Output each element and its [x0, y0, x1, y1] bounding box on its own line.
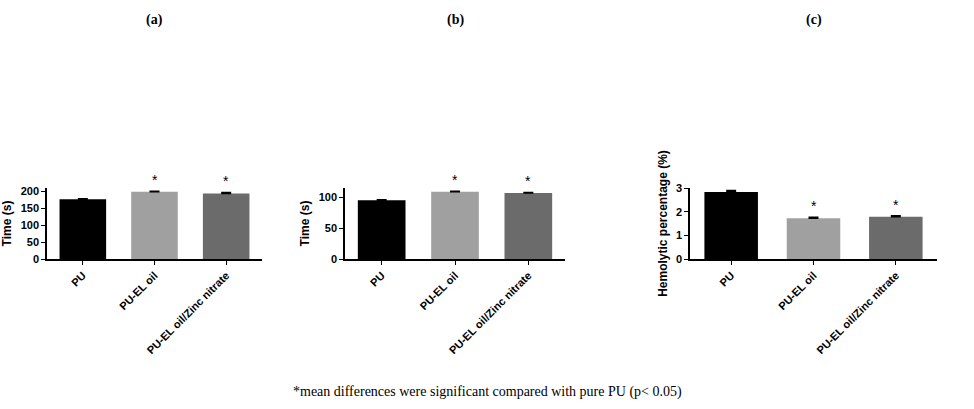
svg-text:*: *: [811, 198, 817, 214]
svg-text:3: 3: [676, 182, 682, 194]
svg-text:*: *: [152, 172, 158, 188]
svg-text:PU-EL oil/Zinc nitrate: PU-EL oil/Zinc nitrate: [814, 269, 901, 356]
svg-text:(b): (b): [447, 12, 464, 28]
svg-text:Time (s): Time (s): [298, 201, 312, 247]
svg-text:*: *: [525, 173, 531, 189]
svg-text:(c): (c): [806, 12, 822, 28]
svg-text:100: 100: [319, 191, 337, 203]
svg-text:1: 1: [676, 229, 682, 241]
svg-text:0: 0: [331, 253, 337, 265]
svg-text:PU-EL oil: PU-EL oil: [776, 269, 819, 312]
svg-text:(a): (a): [146, 12, 163, 28]
svg-text:PU: PU: [368, 269, 387, 288]
svg-text:0: 0: [33, 253, 39, 265]
svg-text:2: 2: [676, 206, 682, 218]
svg-text:*: *: [452, 172, 458, 188]
svg-text:PU: PU: [69, 269, 88, 288]
svg-text:50: 50: [325, 222, 337, 234]
svg-text:0: 0: [676, 253, 682, 265]
svg-text:*: *: [893, 197, 899, 213]
svg-text:*mean differences were signifi: *mean differences were significant compa…: [293, 384, 682, 400]
svg-text:PU-EL oil: PU-EL oil: [117, 269, 160, 312]
svg-text:150: 150: [21, 202, 39, 214]
svg-text:PU: PU: [717, 269, 736, 288]
svg-text:50: 50: [27, 236, 39, 248]
svg-text:Hemolytic percentage (%): Hemolytic percentage (%): [656, 150, 670, 297]
svg-text:200: 200: [21, 185, 39, 197]
svg-text:PU-EL oil: PU-EL oil: [417, 269, 460, 312]
svg-text:*: *: [223, 173, 229, 189]
svg-text:PU-EL oil/Zinc nitrate: PU-EL oil/Zinc nitrate: [144, 269, 231, 356]
svg-text:Time (s): Time (s): [0, 201, 14, 247]
svg-text:PU-EL oil/Zinc nitrate: PU-EL oil/Zinc nitrate: [447, 269, 534, 356]
svg-text:100: 100: [21, 219, 39, 231]
